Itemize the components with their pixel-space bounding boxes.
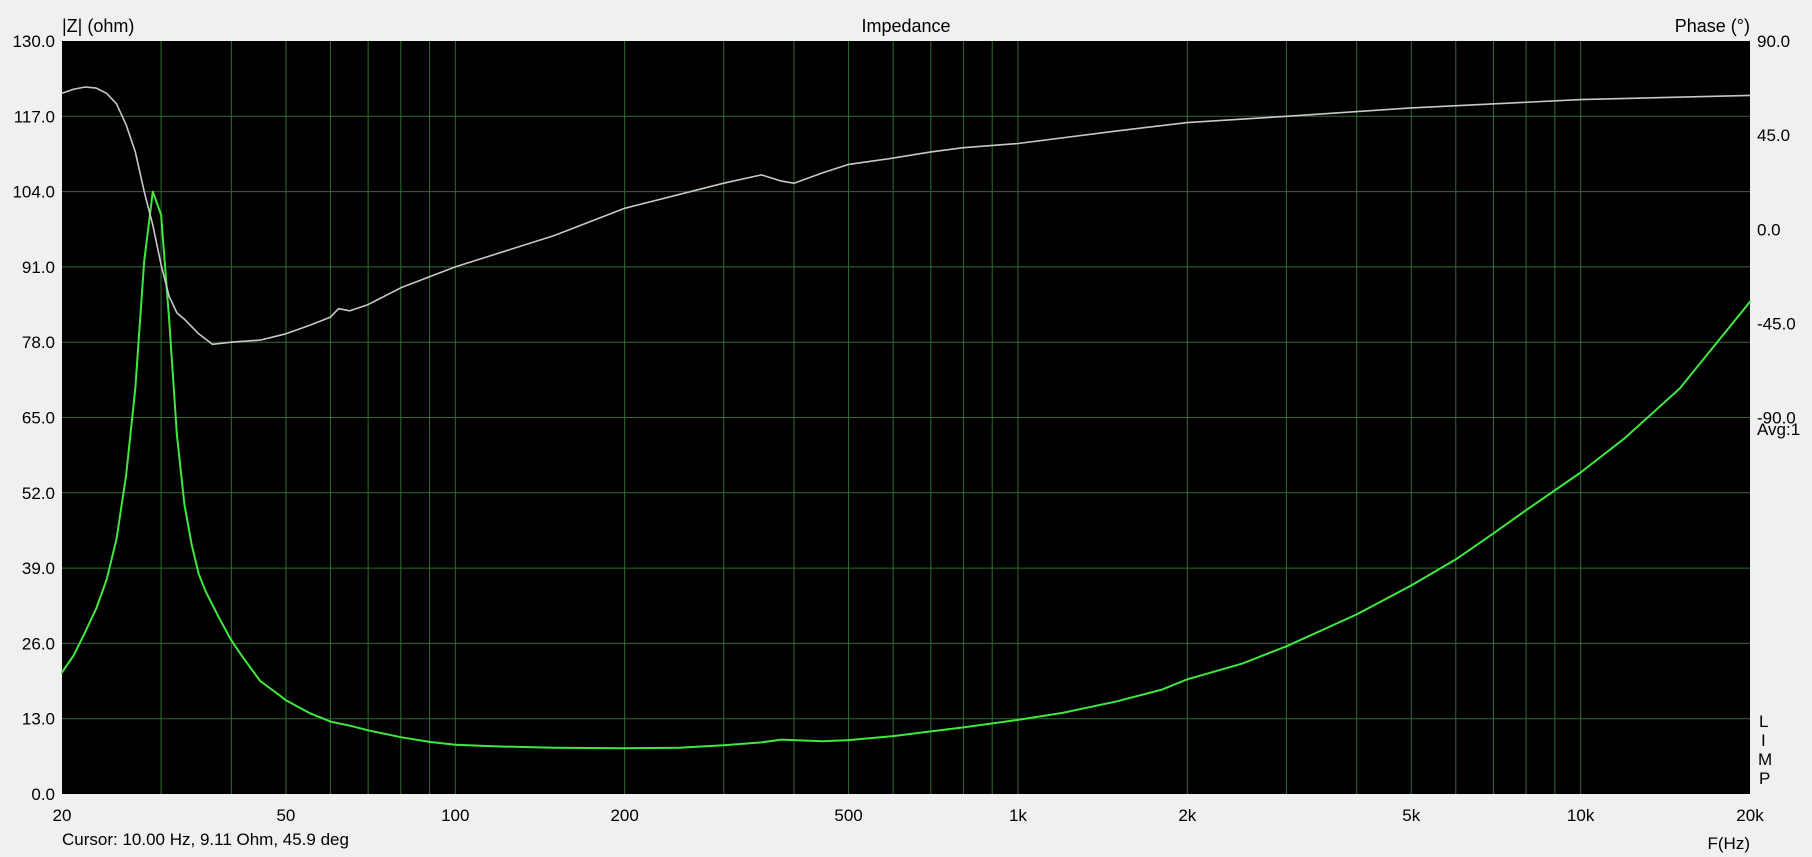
x-tick-label: 500 bbox=[834, 806, 862, 825]
impedance-curve bbox=[61, 190, 1751, 750]
x-tick-label: 1k bbox=[1009, 806, 1027, 825]
y-left-tick-label: 78.0 bbox=[22, 333, 55, 352]
limp-letter-p: P bbox=[1759, 769, 1770, 788]
y-right-tick-label: 0.0 bbox=[1757, 220, 1781, 239]
x-tick-label: 200 bbox=[610, 806, 638, 825]
axis-labels: 0.0 13.0 26.0 39.0 52.0 65.0 78.0 91.0 104.0 117.… bbox=[12, 32, 1795, 825]
grid bbox=[62, 41, 1750, 794]
curves bbox=[61, 86, 1751, 750]
x-tick-label: 10k bbox=[1567, 806, 1595, 825]
limp-letter-l: L bbox=[1759, 712, 1768, 731]
chart-title: Impedance bbox=[861, 16, 950, 36]
y-left-tick-label: 13.0 bbox=[22, 710, 55, 729]
y-left-axis-title: |Z| (ohm) bbox=[62, 16, 134, 36]
y-left-tick-label: 91.0 bbox=[22, 258, 55, 277]
y-left-tick-label: 39.0 bbox=[22, 559, 55, 578]
y-left-tick-label: 0.0 bbox=[31, 785, 55, 804]
x-tick-label: 50 bbox=[276, 806, 295, 825]
y-left-tick-label: 65.0 bbox=[22, 409, 55, 428]
x-tick-label: 20 bbox=[53, 806, 72, 825]
x-tick-label: 5k bbox=[1402, 806, 1420, 825]
y-left-tick-label: 104.0 bbox=[12, 183, 55, 202]
x-tick-label: 20k bbox=[1736, 806, 1764, 825]
y-right-tick-label: 45.0 bbox=[1757, 126, 1790, 145]
cursor-readout: Cursor: 10.00 Hz, 9.11 Ohm, 45.9 deg bbox=[62, 830, 349, 849]
y-left-tick-label: 26.0 bbox=[22, 634, 55, 653]
y-right-tick-label: 90.0 bbox=[1757, 32, 1790, 51]
x-tick-label: 2k bbox=[1178, 806, 1196, 825]
x-tick-label: 100 bbox=[441, 806, 469, 825]
y-right-axis-title: Phase (°) bbox=[1675, 16, 1750, 36]
y-left-tick-label: 52.0 bbox=[22, 484, 55, 503]
x-axis-title: F(Hz) bbox=[1708, 834, 1750, 853]
y-left-tick-label: 130.0 bbox=[12, 32, 55, 51]
averaging-indicator: Avg:1 bbox=[1757, 420, 1800, 439]
y-right-tick-label: -45.0 bbox=[1757, 314, 1796, 333]
limp-letter-i: I bbox=[1761, 731, 1766, 750]
limp-letter-m: M bbox=[1758, 750, 1772, 769]
y-left-tick-label: 117.0 bbox=[14, 107, 55, 126]
phase-curve bbox=[61, 86, 1751, 346]
y-right-tick-label: -90.0 bbox=[1757, 409, 1796, 428]
